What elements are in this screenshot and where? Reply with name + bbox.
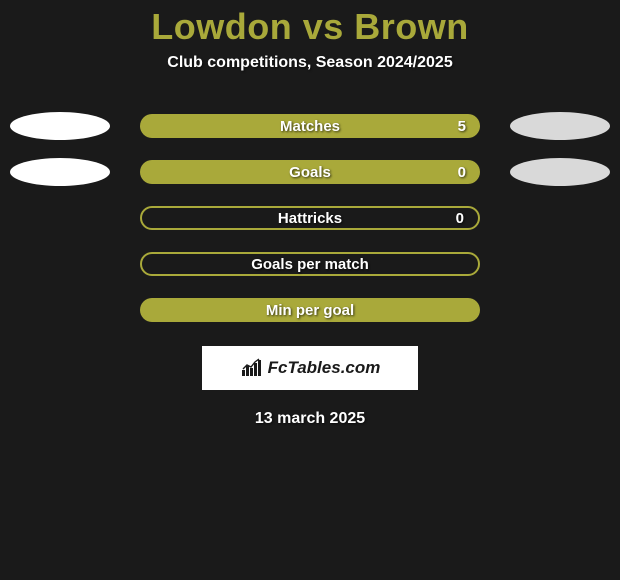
vs-text: vs — [303, 6, 344, 47]
stat-row: Hattricks 0 — [0, 206, 620, 230]
stat-bar: Goals 0 — [140, 160, 480, 184]
date-text: 13 march 2025 — [255, 410, 365, 428]
stat-row: Matches 5 — [0, 114, 620, 138]
brand-box: FcTables.com — [202, 346, 418, 390]
stat-row: Goals 0 — [0, 160, 620, 184]
player2-oval — [510, 158, 610, 186]
page-title: Lowdon vs Brown — [151, 6, 469, 48]
player1-name: Lowdon — [151, 6, 292, 47]
player2-oval — [510, 112, 610, 140]
stat-value: 5 — [458, 118, 466, 135]
stat-row: Min per goal — [0, 298, 620, 322]
stat-label: Min per goal — [266, 302, 354, 319]
brand-chart-icon — [240, 358, 264, 378]
stat-value: 0 — [456, 210, 464, 227]
stat-label: Goals — [289, 164, 331, 181]
stat-row: Goals per match — [0, 252, 620, 276]
stat-label: Goals per match — [251, 256, 369, 273]
stat-bar: Hattricks 0 — [140, 206, 480, 230]
stat-bar: Min per goal — [140, 298, 480, 322]
subtitle: Club competitions, Season 2024/2025 — [167, 54, 452, 72]
stat-label: Matches — [280, 118, 340, 135]
stat-bar: Matches 5 — [140, 114, 480, 138]
player1-oval — [10, 158, 110, 186]
player1-oval — [10, 112, 110, 140]
stats-rows: Matches 5 Goals 0 Hattricks 0 Goals per match M… — [0, 114, 620, 322]
stat-label: Hattricks — [278, 210, 342, 227]
comparison-infographic: Lowdon vs Brown Club competitions, Seaso… — [0, 0, 620, 580]
stat-value: 0 — [458, 164, 466, 181]
brand-text: FcTables.com — [268, 358, 381, 378]
player2-name: Brown — [354, 6, 469, 47]
stat-bar: Goals per match — [140, 252, 480, 276]
